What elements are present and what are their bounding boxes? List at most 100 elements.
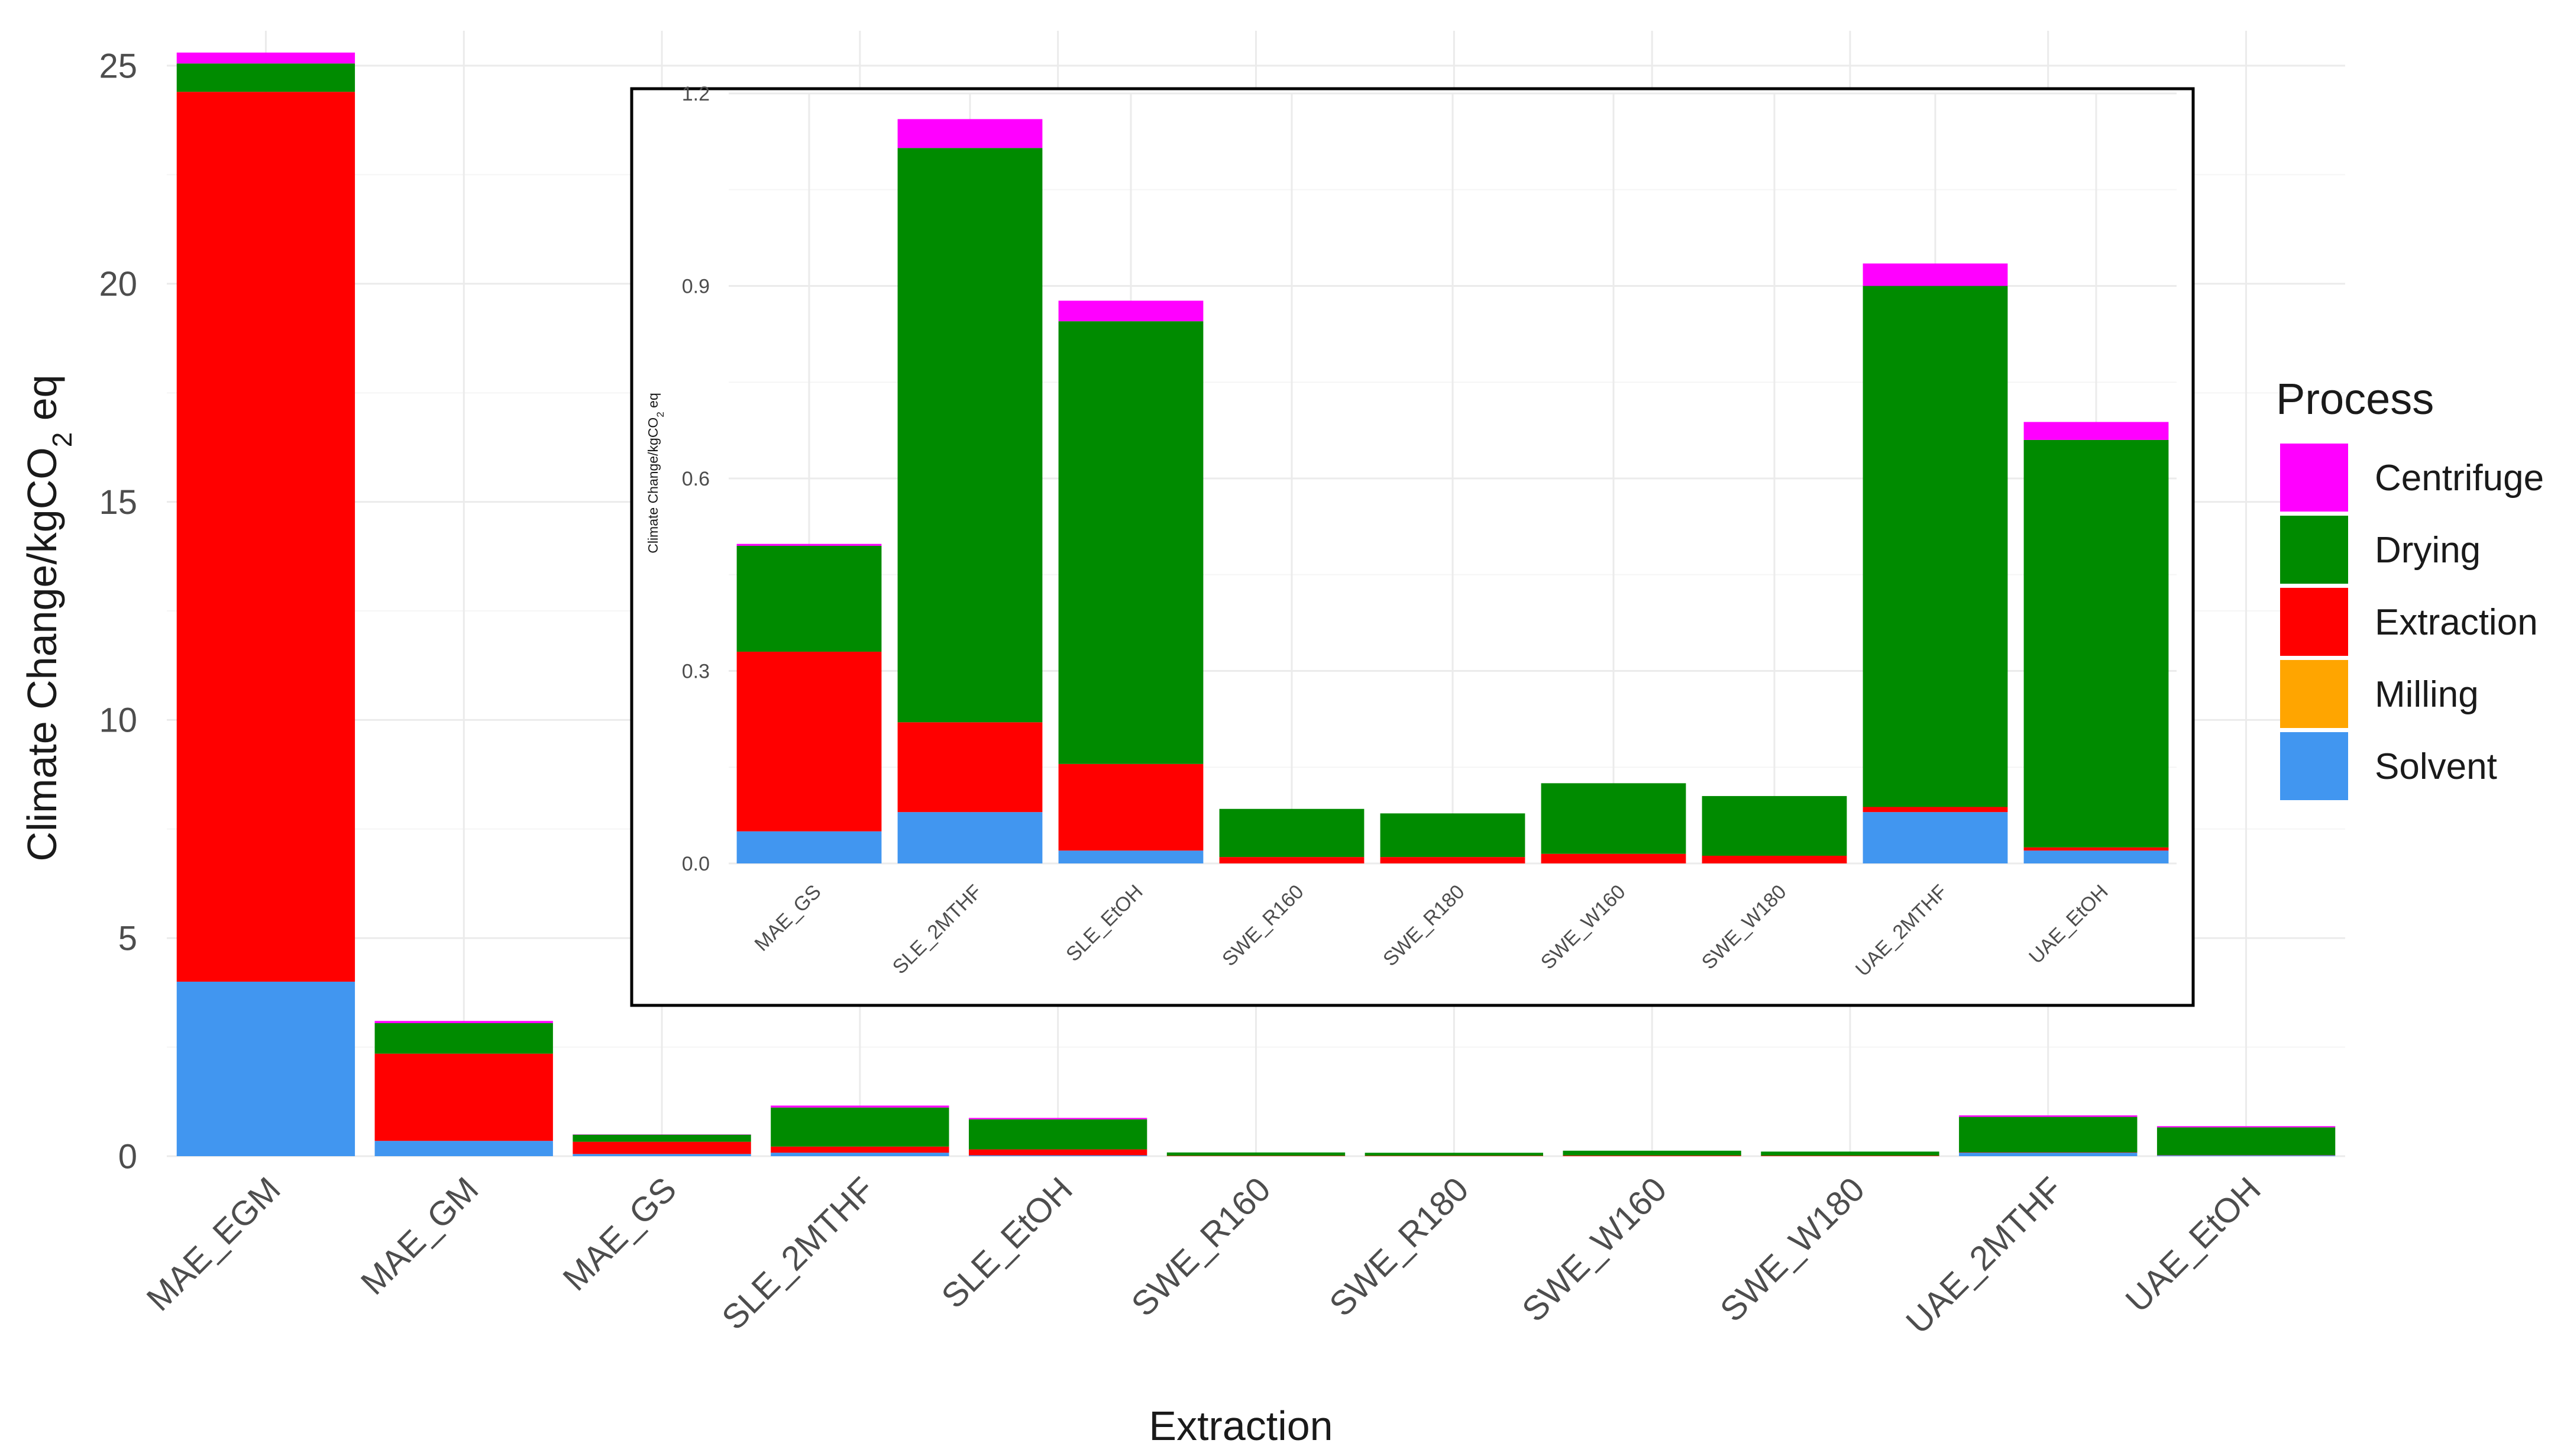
- main-x-axis-title: Extraction: [1149, 1403, 1333, 1449]
- legend-key-extraction: [2280, 588, 2348, 656]
- main-bar-mae-gs-extraction: [573, 1141, 751, 1154]
- inset-y-axis-title-prefix: Climate Change: [645, 456, 661, 554]
- legend-items: Centrifuge Drying Extraction Milling Solvent: [2280, 444, 2544, 800]
- inset-bar-uae-2mthf-solvent: [1863, 812, 2008, 863]
- inset-plot-panel: 0.00.30.60.91.2 MAE_GS SLE_2MTHF SLE_EtOH S…: [630, 83, 2195, 1007]
- inset-bar-swe-w160-drying: [1541, 783, 1686, 854]
- main-bar-mae-gm-centrifuge: [374, 1021, 553, 1024]
- legend-label-solvent: Solvent: [2375, 746, 2497, 787]
- main-bar-uae-etoh-drying: [2156, 1127, 2336, 1156]
- main-bar-mae-gm-extraction: [374, 1053, 553, 1141]
- inset-y-tick-label: 0.3: [682, 660, 710, 682]
- legend-key-milling: [2280, 660, 2348, 728]
- main-y-tick-label: 10: [99, 701, 137, 740]
- main-bar-uae-etoh-extraction: [2156, 1155, 2336, 1156]
- inset-bar-mae-gs-drying: [736, 545, 882, 652]
- inset-bar-uae-2mthf-drying: [1863, 286, 2008, 807]
- main-y-tick-label: 25: [99, 47, 137, 85]
- legend-label-extraction: Extraction: [2375, 602, 2538, 643]
- main-bar-swe-w160-drying: [1563, 1150, 1741, 1156]
- inset-bar-mae-gs-extraction: [736, 651, 882, 831]
- main-bar-swe-r180-drying: [1365, 1153, 1543, 1156]
- inset-bar-sle-etoh-drying: [1058, 321, 1204, 764]
- legend: Process Centrifuge Drying Extraction Millin…: [2276, 374, 2544, 800]
- inset-y-axis-title-slash: /: [645, 452, 661, 456]
- main-bar-uae-2mthf-drying: [1959, 1117, 2138, 1153]
- inset-bar-swe-r160-drying: [1219, 808, 1365, 858]
- main-bar-mae-egm-centrifuge: [176, 52, 355, 64]
- main-bar-swe-w180-drying: [1761, 1151, 1939, 1156]
- main-bar-sle-etoh-extraction: [969, 1149, 1147, 1156]
- main-bar-mae-egm-extraction: [176, 92, 355, 982]
- main-y-axis-title-subscript: 2: [47, 432, 77, 448]
- legend-key-drying: [2280, 516, 2348, 584]
- inset-bar-uae-etoh-centrifuge: [2023, 422, 2169, 440]
- main-bar-mae-gs-centrifuge: [573, 1134, 751, 1135]
- main-bar-mae-gs-solvent: [573, 1154, 751, 1156]
- inset-bar-swe-w160-extraction: [1541, 853, 1686, 863]
- legend-label-milling: Milling: [2375, 674, 2479, 715]
- inset-bar-sle-2mthf-extraction: [897, 722, 1043, 813]
- main-y-axis-title: Climate Change/kgCO2 eq: [19, 374, 77, 861]
- main-y-tick-label: 5: [118, 920, 137, 958]
- inset-bar-sle-etoh-extraction: [1058, 763, 1204, 851]
- main-bar-uae-etoh-centrifuge: [2156, 1126, 2336, 1128]
- main-bar-uae-2mthf-solvent: [1959, 1153, 2138, 1156]
- inset-bar-swe-r160-extraction: [1219, 857, 1365, 863]
- legend-key-solvent: [2280, 732, 2348, 800]
- inset-bar-swe-w180-drying: [1702, 796, 1847, 856]
- inset-y-tick-label: 0.9: [682, 275, 710, 297]
- inset-bar-mae-gs-solvent: [736, 831, 882, 863]
- main-bar-sle-2mthf-extraction: [771, 1146, 949, 1153]
- inset-bar-uae-2mthf-extraction: [1863, 807, 2008, 813]
- legend-label-centrifuge: Centrifuge: [2375, 458, 2544, 499]
- inset-y-axis-title-subscript: 2: [655, 412, 666, 417]
- main-bar-sle-etoh-drying: [969, 1119, 1147, 1150]
- main-bar-mae-egm-solvent: [176, 981, 355, 1156]
- inset-bar-swe-w180-extraction: [1702, 855, 1847, 863]
- inset-y-tick-label: 0.6: [682, 468, 710, 490]
- main-y-tick-label: 0: [118, 1137, 137, 1176]
- main-y-axis-title-suffix: eq: [19, 374, 65, 432]
- inset-bar-swe-r180-extraction: [1380, 857, 1525, 863]
- main-y-axis-title-prefix: Climate Change: [19, 565, 65, 862]
- inset-y-tick-label: 0.0: [682, 853, 710, 875]
- inset-bars: [736, 119, 2169, 863]
- inset-y-axis-title-suffix: eq: [645, 393, 661, 412]
- main-bar-uae-2mthf-centrifuge: [1959, 1115, 2138, 1117]
- main-bar-swe-r160-drying: [1166, 1152, 1346, 1156]
- inset-bar-sle-2mthf-solvent: [897, 812, 1043, 863]
- main-bar-sle-2mthf-solvent: [771, 1153, 949, 1156]
- inset-y-axis-title-unit: kgCO: [645, 418, 661, 452]
- main-y-tick-label: 20: [99, 265, 137, 303]
- legend-title: Process: [2276, 374, 2434, 423]
- main-bar-mae-gm-drying: [374, 1023, 553, 1054]
- inset-bar-uae-etoh-drying: [2023, 439, 2169, 847]
- inset-y-axis-title: Climate Change/kgCO2 eq: [645, 393, 666, 554]
- inset-bar-uae-etoh-solvent: [2023, 850, 2169, 863]
- main-bar-sle-etoh-centrifuge: [969, 1118, 1147, 1119]
- main-y-ticks: 0 5 10 15 20 25: [99, 47, 137, 1176]
- inset-bar-sle-etoh-solvent: [1058, 850, 1204, 863]
- inset-bar-sle-2mthf-centrifuge: [897, 119, 1043, 148]
- main-bar-mae-egm-drying: [176, 63, 355, 92]
- main-y-axis-title-unit: kgCO: [19, 447, 65, 553]
- inset-bar-sle-2mthf-drying: [897, 148, 1043, 723]
- inset-bar-sle-etoh-centrifuge: [1058, 300, 1204, 322]
- inset-y-ticks: 0.0 0.3 0.6 0.9 1.2: [682, 83, 710, 875]
- main-bars: [176, 52, 2336, 1156]
- legend-label-drying: Drying: [2375, 530, 2481, 571]
- inset-y-tick-label: 1.2: [682, 83, 710, 105]
- inset-bar-uae-etoh-extraction: [2023, 847, 2169, 851]
- main-bar-sle-2mthf-centrifuge: [771, 1105, 949, 1108]
- inset-bar-swe-r180-drying: [1380, 813, 1525, 858]
- main-y-tick-label: 15: [99, 483, 137, 522]
- main-bar-mae-gs-drying: [573, 1134, 751, 1142]
- main-bar-sle-2mthf-drying: [771, 1107, 949, 1147]
- main-y-axis-title-slash: /: [19, 553, 65, 565]
- inset-bar-mae-gs-centrifuge: [736, 543, 882, 546]
- main-bar-mae-gm-solvent: [374, 1141, 553, 1156]
- legend-key-centrifuge: [2280, 444, 2348, 512]
- inset-bar-uae-2mthf-centrifuge: [1863, 263, 2008, 286]
